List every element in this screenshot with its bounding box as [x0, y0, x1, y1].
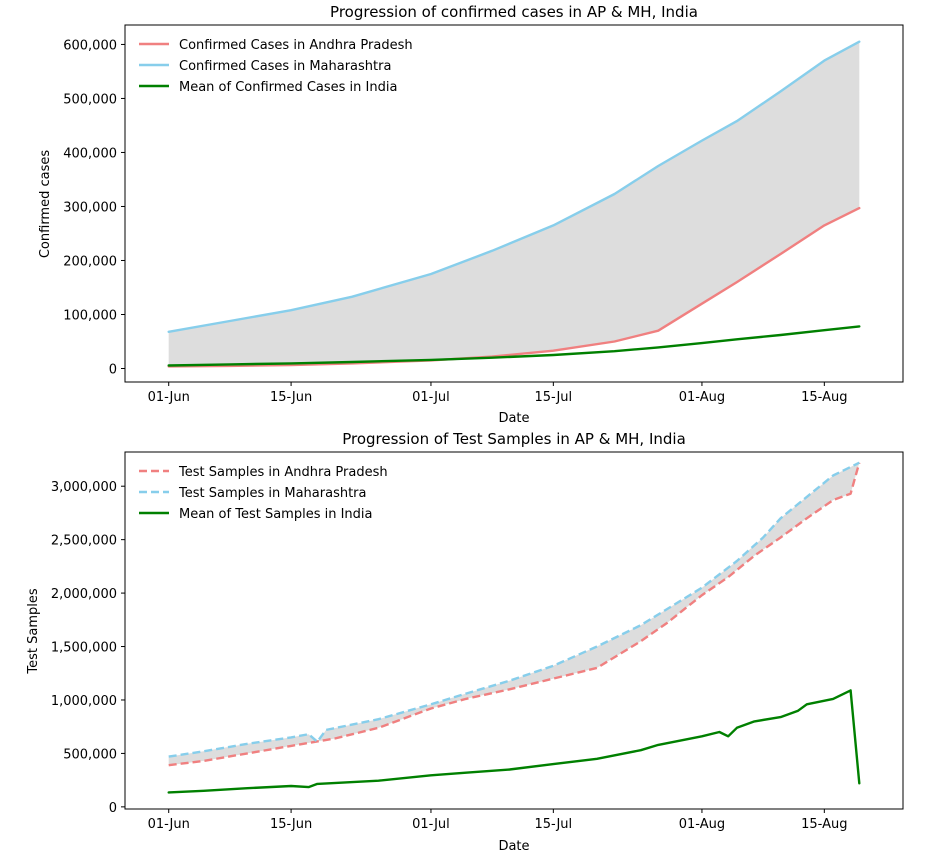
x-tick-label: 01-Jun: [148, 390, 190, 405]
y-axis-label: Test Samples: [26, 588, 41, 674]
x-tick-label: 15-Aug: [801, 390, 847, 405]
axes-frame: [124, 24, 904, 383]
y-tick-label: 3,000,000: [51, 480, 117, 495]
legend: Confirmed Cases in Andhra Pradesh Confirm…: [139, 38, 413, 95]
x-tick-label: 15-Jul: [535, 390, 573, 405]
legend-label: Confirmed Cases in Andhra Pradesh: [179, 38, 413, 53]
y-tick-label: 400,000: [63, 146, 117, 161]
y-tick-label: 0: [109, 801, 117, 816]
series-line-1: [168, 462, 861, 767]
series-line-2: [167, 40, 861, 333]
legend-label: Test Samples in Andhra Pradesh: [178, 465, 388, 480]
test-samples-chart: Progression of Test Samples in AP & MH, …: [26, 430, 904, 854]
plot-area: 01-Jun 15-Jun 01-Jul 15-Jul 01-Aug 15-Aug 0 500…: [51, 451, 904, 832]
y-tick-label: 100,000: [63, 308, 117, 323]
legend-label: Confirmed Cases in Maharashtra: [179, 59, 391, 74]
legend-label: Test Samples in Maharashtra: [178, 486, 366, 501]
y-tick-label: 500,000: [63, 92, 117, 107]
legend-label: Mean of Confirmed Cases in India: [179, 80, 397, 95]
x-tick-label: 15-Aug: [801, 817, 847, 832]
x-axis-label: Date: [498, 411, 529, 426]
y-tick-label: 1,500,000: [51, 641, 117, 656]
x-tick-label: 01-Aug: [679, 390, 725, 405]
series-line-3: [167, 689, 861, 794]
chart-title: Progression of confirmed cases in AP & M…: [330, 3, 698, 21]
x-tick-label: 01-Jul: [412, 390, 450, 405]
y-tick-label: 0: [109, 362, 117, 377]
axes-frame: [124, 451, 904, 810]
x-tick-label: 01-Jul: [412, 817, 450, 832]
series-line-3: [167, 325, 861, 367]
legend: Test Samples in Andhra Pradesh Test Sampl…: [139, 465, 388, 522]
y-tick-label: 600,000: [63, 38, 117, 53]
fill-between-area: [168, 41, 860, 367]
y-tick-label: 300,000: [63, 200, 117, 215]
x-axis-label: Date: [498, 839, 529, 854]
y-tick-label: 1,000,000: [51, 694, 117, 709]
x-tick-label: 01-Jun: [148, 817, 190, 832]
chart-title: Progression of Test Samples in AP & MH, …: [342, 430, 686, 448]
legend-label: Mean of Test Samples in India: [179, 507, 372, 522]
y-tick-label: 2,000,000: [51, 587, 117, 602]
confirmed-cases-chart: Progression of confirmed cases in AP & M…: [38, 3, 904, 426]
y-axis-label: Confirmed cases: [38, 150, 53, 259]
x-tick-label: 01-Aug: [679, 817, 725, 832]
plot-area: 01-Jun 15-Jun 01-Jul 15-Jul 01-Aug 15-Aug 0 100…: [63, 24, 904, 405]
x-tick-label: 15-Jul: [535, 817, 573, 832]
y-tick-label: 200,000: [63, 254, 117, 269]
y-tick-label: 2,500,000: [51, 534, 117, 549]
series-line-1: [167, 206, 861, 368]
x-tick-label: 15-Jun: [270, 817, 312, 832]
x-tick-label: 15-Jun: [270, 390, 312, 405]
y-tick-label: 500,000: [63, 747, 117, 762]
